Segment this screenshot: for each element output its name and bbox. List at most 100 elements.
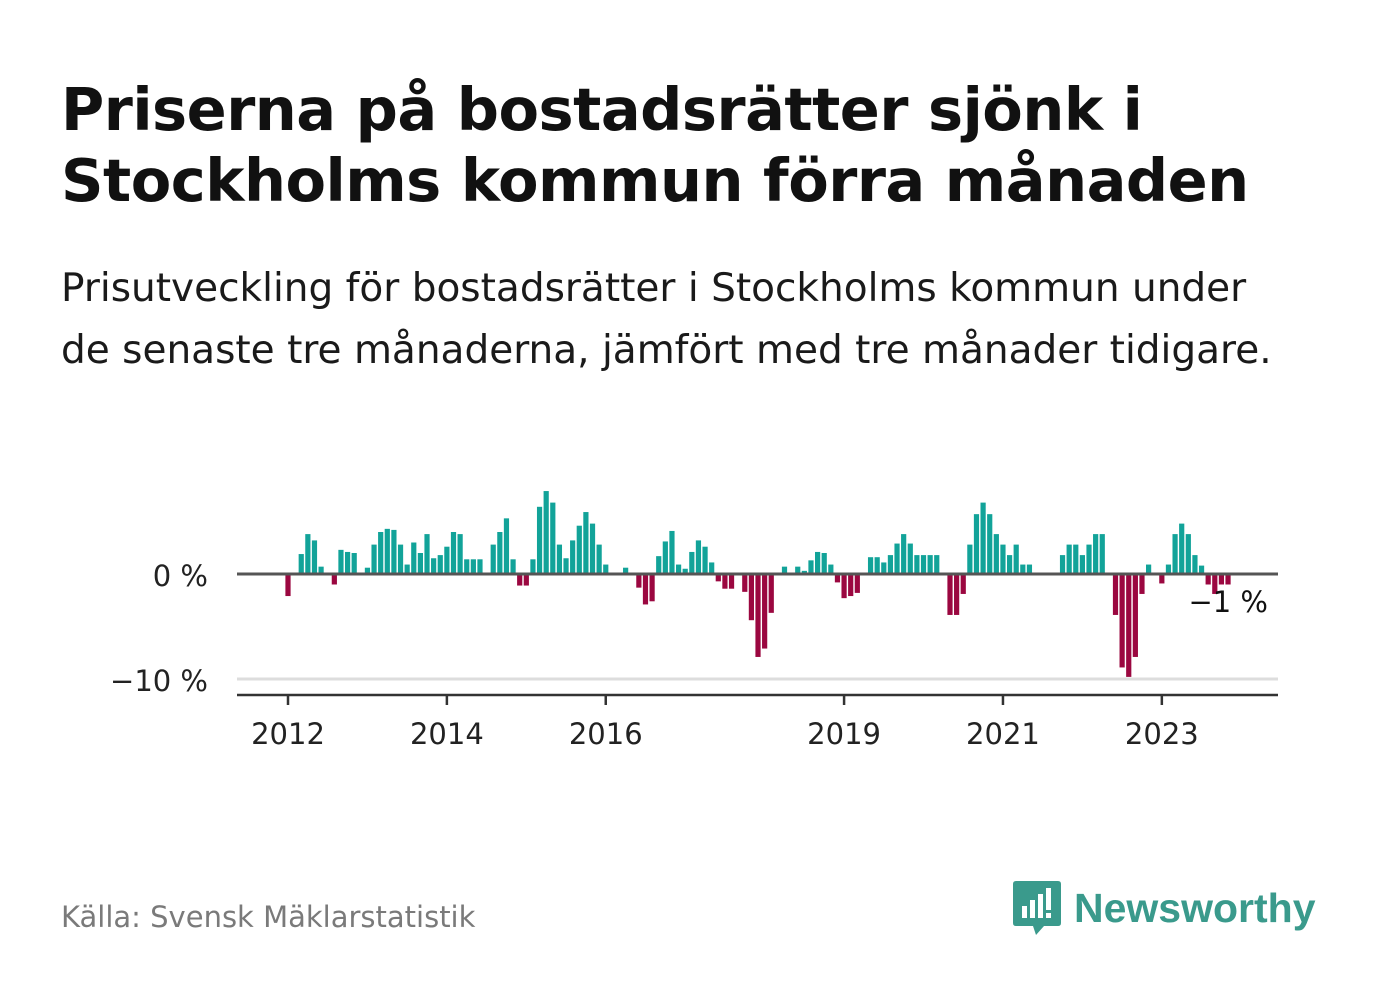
latest-value-label: −1 % xyxy=(1188,585,1268,619)
bar xyxy=(762,574,768,649)
bar xyxy=(675,564,682,574)
bar xyxy=(1099,534,1105,574)
bar xyxy=(411,542,417,574)
bar xyxy=(920,555,927,574)
bar xyxy=(887,555,894,574)
bar xyxy=(947,574,953,615)
bar xyxy=(987,514,993,574)
bar xyxy=(728,574,735,589)
bar xyxy=(755,574,761,657)
bar xyxy=(550,502,556,574)
x-tick-label: 2014 xyxy=(410,717,484,751)
bar xyxy=(1146,564,1152,574)
brand-logo: Newsworthy xyxy=(1012,879,1316,937)
bar xyxy=(497,532,503,574)
bar xyxy=(536,506,543,574)
bar xyxy=(371,544,377,574)
bar xyxy=(596,544,602,574)
bar xyxy=(1212,574,1218,594)
bar xyxy=(589,523,596,574)
bar xyxy=(689,551,695,574)
bar xyxy=(1079,555,1085,574)
bar xyxy=(1093,534,1099,574)
bar xyxy=(662,541,668,574)
bar xyxy=(1112,574,1119,615)
x-tick-label: 2021 xyxy=(966,717,1040,751)
brand-name: Newsworthy xyxy=(1074,884,1316,931)
bar xyxy=(470,559,476,574)
bar xyxy=(543,491,549,574)
bar xyxy=(450,532,457,574)
bar xyxy=(444,546,450,574)
bar xyxy=(927,555,933,574)
bar xyxy=(364,567,371,574)
bar xyxy=(828,564,834,574)
bar xyxy=(768,574,774,613)
bar xyxy=(1198,565,1205,574)
bar xyxy=(417,553,423,574)
bar xyxy=(795,566,801,574)
bar xyxy=(682,568,688,574)
newsworthy-logo-icon xyxy=(1013,881,1061,935)
bar xyxy=(563,558,569,574)
bar xyxy=(656,556,662,574)
bar xyxy=(669,530,675,574)
y-tick-label: −10 % xyxy=(110,664,208,698)
bar xyxy=(821,553,827,574)
axes: 0 % −10 % 2012 2014 2016 2019 2021 2023 −1 % xyxy=(110,559,1278,751)
bar xyxy=(298,554,304,574)
bar xyxy=(1020,564,1026,574)
bar xyxy=(854,574,860,593)
bar xyxy=(1225,574,1231,585)
bar xyxy=(391,529,397,574)
bar xyxy=(576,525,582,574)
bar xyxy=(709,562,715,574)
chart-subtitle: Prisutveckling för bostadsrätter i Stock… xyxy=(61,266,1272,373)
bar xyxy=(834,574,841,583)
bar xyxy=(1205,574,1211,585)
bar xyxy=(993,534,999,574)
bar xyxy=(841,574,847,599)
bar xyxy=(801,570,807,574)
bar xyxy=(1159,574,1165,584)
bar xyxy=(1132,574,1138,657)
bar xyxy=(973,514,980,574)
chart-title: Priserna på bostadsrätter sjönk i Stockh… xyxy=(61,75,1249,215)
bar xyxy=(603,564,609,574)
bar xyxy=(1086,544,1092,574)
bar xyxy=(424,534,430,574)
bar xyxy=(556,544,563,574)
bar xyxy=(623,567,629,574)
bar xyxy=(431,558,437,574)
bar xyxy=(1000,544,1006,574)
bar xyxy=(934,555,940,574)
bar xyxy=(874,557,880,574)
x-tick-label: 2016 xyxy=(569,717,643,751)
bar xyxy=(530,559,536,574)
bar xyxy=(954,574,960,615)
bar xyxy=(583,512,589,574)
bar xyxy=(1059,555,1066,574)
bar xyxy=(980,502,986,574)
x-tick-label: 2023 xyxy=(1125,717,1199,751)
y-tick-label: 0 % xyxy=(153,559,208,593)
bar xyxy=(781,566,788,574)
bar xyxy=(907,543,913,574)
bar xyxy=(848,574,854,597)
bar xyxy=(1006,555,1013,574)
bar xyxy=(305,534,311,574)
bar xyxy=(1192,555,1198,574)
bar xyxy=(378,532,384,574)
bar xyxy=(384,528,390,574)
bar xyxy=(901,534,907,574)
bar xyxy=(1185,534,1191,574)
bar xyxy=(642,574,649,605)
x-tick-label: 2019 xyxy=(807,717,881,751)
bar xyxy=(914,555,920,574)
bars xyxy=(285,491,1231,677)
bar xyxy=(311,540,318,574)
bar xyxy=(331,574,337,585)
bar xyxy=(397,544,404,574)
bar xyxy=(510,559,516,574)
bar xyxy=(867,557,874,574)
